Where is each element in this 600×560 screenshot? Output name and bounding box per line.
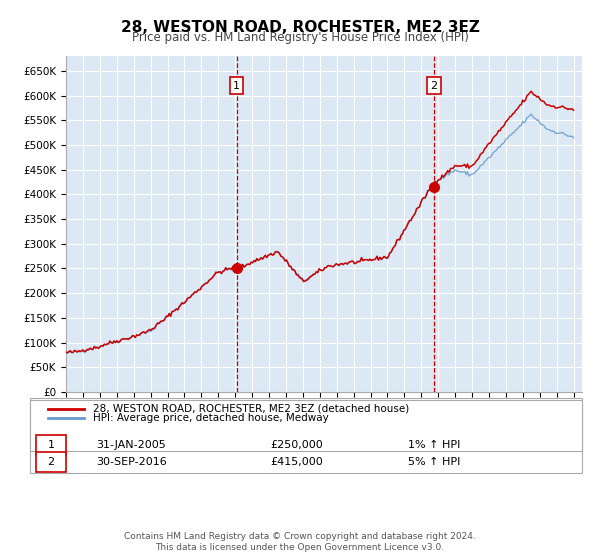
- Text: 1% ↑ HPI: 1% ↑ HPI: [408, 440, 460, 450]
- Text: 28, WESTON ROAD, ROCHESTER, ME2 3EZ (detached house): 28, WESTON ROAD, ROCHESTER, ME2 3EZ (det…: [93, 404, 409, 414]
- Text: 2: 2: [430, 81, 437, 91]
- Text: 28, WESTON ROAD, ROCHESTER, ME2 3EZ: 28, WESTON ROAD, ROCHESTER, ME2 3EZ: [121, 20, 479, 35]
- Text: 1: 1: [233, 81, 240, 91]
- Text: HPI: Average price, detached house, Medway: HPI: Average price, detached house, Medw…: [93, 413, 329, 423]
- Text: 2: 2: [47, 457, 55, 467]
- Text: 1: 1: [47, 440, 55, 450]
- Text: £415,000: £415,000: [270, 457, 323, 467]
- Text: 30-SEP-2016: 30-SEP-2016: [96, 457, 167, 467]
- Text: Contains HM Land Registry data © Crown copyright and database right 2024.
This d: Contains HM Land Registry data © Crown c…: [124, 532, 476, 552]
- Text: £250,000: £250,000: [270, 440, 323, 450]
- Text: 5% ↑ HPI: 5% ↑ HPI: [408, 457, 460, 467]
- Text: Price paid vs. HM Land Registry's House Price Index (HPI): Price paid vs. HM Land Registry's House …: [131, 31, 469, 44]
- Text: 31-JAN-2005: 31-JAN-2005: [96, 440, 166, 450]
